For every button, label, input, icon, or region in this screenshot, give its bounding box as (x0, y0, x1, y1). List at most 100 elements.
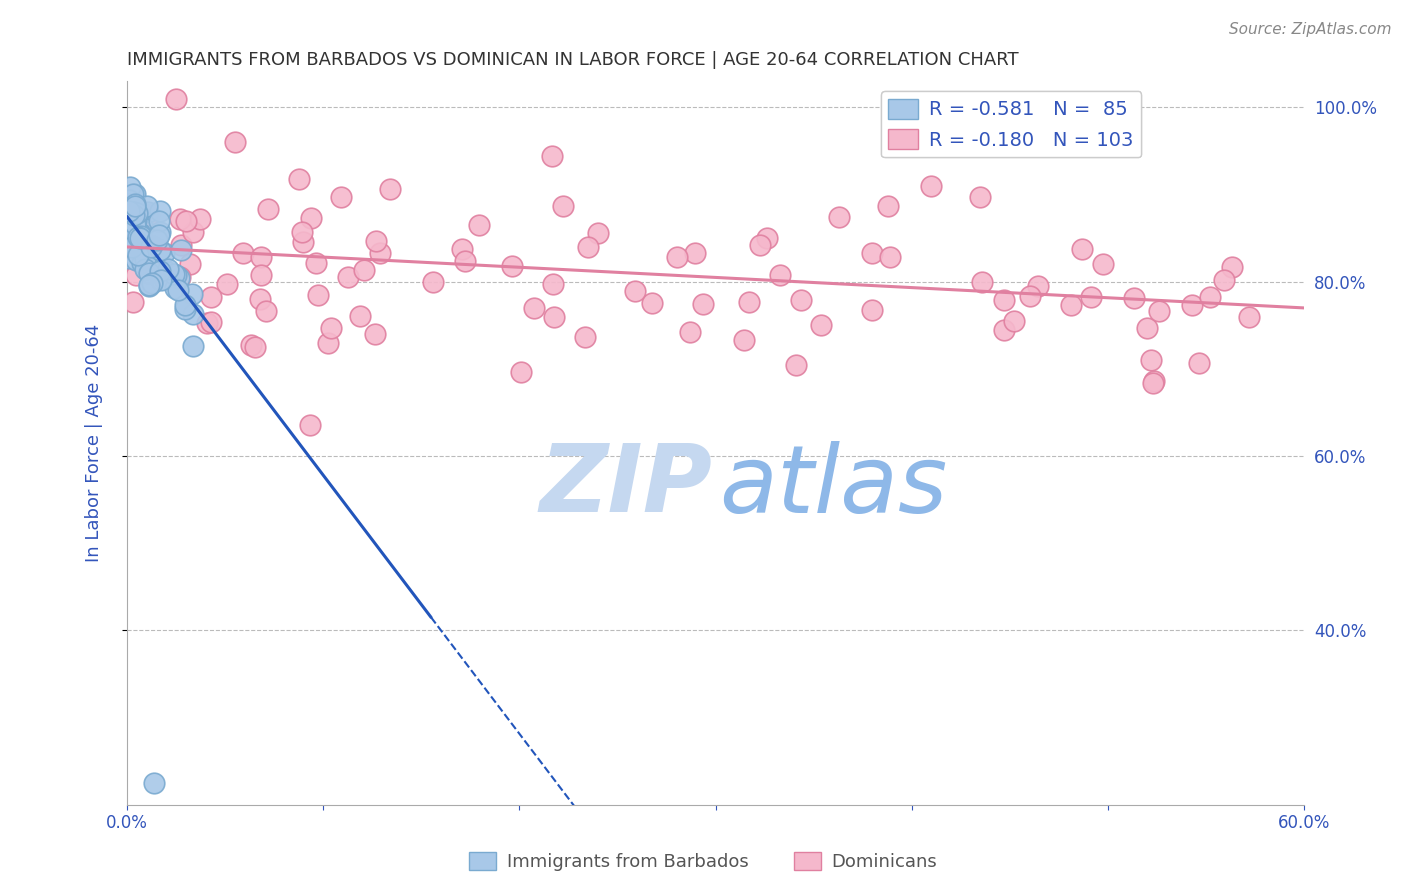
Point (624, 285, 647, 299)
Point (127, 225, 149, 239)
Point (120, 201, 142, 215)
Point (1213, 272, 1236, 286)
Point (163, 268, 186, 282)
Point (174, 297, 197, 311)
Point (1147, 304, 1170, 318)
Point (541, 277, 564, 291)
Y-axis label: In Labor Force | Age 20-64: In Labor Force | Age 20-64 (86, 324, 103, 562)
Point (305, 256, 328, 270)
Point (148, 227, 170, 242)
Point (167, 283, 190, 297)
Point (149, 225, 172, 239)
Point (1220, 260, 1243, 274)
Point (176, 214, 198, 228)
Point (501, 260, 523, 274)
Point (131, 256, 153, 270)
Point (165, 92, 187, 106)
Point (120, 228, 142, 243)
Point (127, 248, 149, 262)
Point (588, 226, 610, 240)
Point (157, 262, 180, 277)
Point (122, 209, 145, 223)
Point (316, 336, 339, 351)
Point (692, 297, 714, 311)
Point (181, 307, 204, 321)
Point (135, 237, 157, 252)
Point (181, 339, 204, 353)
Point (380, 182, 402, 196)
Point (128, 231, 150, 245)
Point (641, 295, 664, 310)
Point (422, 275, 444, 289)
Point (181, 287, 204, 301)
Point (134, 252, 156, 267)
Text: ZIP: ZIP (538, 441, 711, 533)
Point (1091, 257, 1114, 271)
Point (125, 253, 148, 268)
Point (122, 214, 145, 228)
Point (250, 268, 273, 283)
Point (118, 204, 141, 219)
Point (124, 197, 146, 211)
Point (319, 321, 342, 335)
Point (129, 229, 152, 244)
Point (249, 292, 271, 306)
Point (181, 225, 204, 239)
Point (679, 325, 702, 339)
Text: Source: ZipAtlas.com: Source: ZipAtlas.com (1229, 22, 1392, 37)
Point (152, 246, 174, 260)
Point (298, 418, 321, 433)
Point (118, 251, 141, 265)
Point (150, 273, 173, 287)
Point (349, 310, 371, 324)
Point (153, 271, 176, 285)
Point (749, 238, 772, 252)
Point (127, 230, 149, 244)
Point (121, 240, 143, 254)
Point (122, 207, 145, 221)
Point (139, 240, 162, 254)
Point (217, 277, 239, 291)
Point (188, 211, 211, 226)
Point (128, 244, 150, 258)
Point (1188, 356, 1211, 370)
Point (970, 276, 993, 290)
Point (366, 234, 388, 248)
Point (574, 330, 596, 344)
Point (224, 136, 246, 150)
Point (291, 225, 314, 239)
Point (179, 257, 201, 271)
Point (738, 295, 761, 310)
Point (169, 271, 191, 285)
Point (148, 214, 170, 228)
Point (141, 239, 163, 253)
Point (169, 243, 191, 257)
Point (143, 776, 166, 790)
Point (124, 187, 146, 202)
Point (1140, 352, 1163, 367)
Point (124, 205, 146, 219)
Point (368, 245, 391, 260)
Point (860, 246, 883, 260)
Point (125, 268, 148, 283)
Point (136, 198, 159, 212)
Point (174, 302, 197, 317)
Point (862, 302, 884, 317)
Point (876, 199, 898, 213)
Point (510, 365, 533, 379)
Point (245, 340, 267, 354)
Point (969, 190, 991, 204)
Point (121, 226, 143, 240)
Point (124, 217, 146, 231)
Point (124, 199, 146, 213)
Point (195, 316, 218, 330)
Point (468, 218, 491, 232)
Point (145, 233, 167, 247)
Point (127, 207, 149, 221)
Point (138, 259, 160, 273)
Point (124, 205, 146, 219)
Point (121, 222, 143, 236)
Point (920, 179, 942, 194)
Point (157, 265, 180, 279)
Point (789, 293, 811, 308)
